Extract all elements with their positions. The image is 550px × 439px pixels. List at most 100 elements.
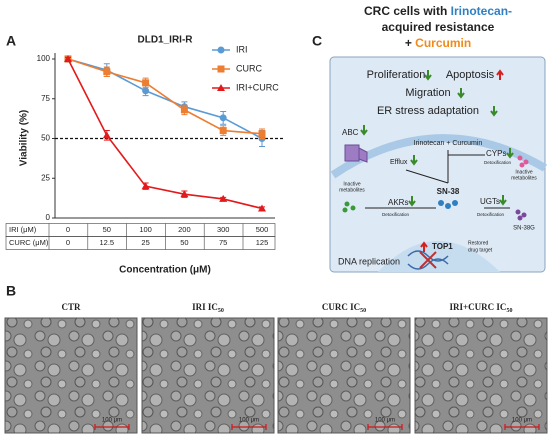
legend-label: IRI+CURC bbox=[236, 82, 279, 92]
marker bbox=[64, 55, 72, 62]
chart-title: DLD1_IRI-R bbox=[137, 35, 193, 46]
label: metabolites bbox=[339, 187, 365, 193]
pathway bbox=[405, 150, 485, 184]
x-axis-label: Concentration (μM) bbox=[119, 265, 211, 276]
y-axis-label: Viability (%) bbox=[19, 110, 30, 167]
y-tick-label: 100 bbox=[37, 54, 51, 63]
image-label: IRI IC50 bbox=[192, 302, 224, 314]
label: Migration bbox=[405, 87, 450, 99]
series-line bbox=[67, 58, 263, 140]
axes bbox=[54, 53, 275, 219]
label: IRI IC bbox=[192, 302, 218, 312]
x-tick-label: 200 bbox=[178, 225, 191, 234]
subscript: 50 bbox=[218, 308, 224, 314]
label: Detoxification bbox=[477, 212, 505, 217]
x-tick-label: 300 bbox=[217, 225, 230, 234]
label: Inactive bbox=[515, 169, 532, 175]
label: Efflux bbox=[390, 159, 408, 166]
y-tick-label: 75 bbox=[41, 94, 50, 103]
transporter bbox=[344, 144, 368, 163]
table-row bbox=[5, 236, 276, 250]
marker bbox=[258, 204, 266, 212]
label: drug target bbox=[468, 247, 493, 253]
scale-label: 100 μm bbox=[239, 418, 259, 424]
image-label: IRI+CURC IC50 bbox=[450, 302, 513, 314]
label: DNA replication bbox=[338, 256, 400, 266]
title-part: Irinotecan- bbox=[451, 4, 512, 18]
scale-label: 100 μm bbox=[375, 418, 395, 424]
label: TOP1 bbox=[432, 242, 453, 251]
title: CRC cells with Irinotecan- bbox=[364, 4, 512, 18]
label: Irinotecan + Curcumin bbox=[414, 140, 483, 147]
label: Restored bbox=[468, 240, 489, 246]
label: Detoxification bbox=[484, 160, 512, 165]
marker bbox=[102, 131, 111, 139]
label: ER stress adaptation bbox=[377, 105, 479, 117]
marker bbox=[258, 130, 266, 138]
label: SN-38 bbox=[437, 187, 460, 196]
marker bbox=[219, 114, 227, 122]
title: acquired resistance bbox=[382, 20, 495, 34]
x-tick-label: 12.5 bbox=[99, 238, 114, 247]
panel-letter: C bbox=[312, 33, 322, 49]
scale-label: 100 μm bbox=[102, 418, 122, 424]
marker bbox=[142, 79, 150, 87]
panel-a: A DLD1_IRI-R Viability (%) Concentration… bbox=[5, 33, 283, 276]
panel-letter: B bbox=[6, 283, 16, 299]
marker bbox=[217, 84, 225, 91]
subscript: 50 bbox=[506, 308, 512, 314]
marker bbox=[103, 68, 111, 76]
row-label: CURC (μM) bbox=[9, 238, 49, 247]
x-tick-label: 500 bbox=[256, 225, 269, 234]
x-tick-label: 100 bbox=[139, 225, 152, 234]
marker bbox=[217, 65, 225, 73]
micrograph bbox=[414, 317, 548, 434]
x-tick-label: 125 bbox=[256, 238, 269, 247]
title-part: CRC cells with bbox=[364, 4, 451, 18]
marker bbox=[180, 106, 188, 114]
marker bbox=[217, 46, 225, 54]
marker bbox=[219, 194, 228, 202]
subscript: 50 bbox=[360, 308, 366, 314]
label: Apoptosis bbox=[446, 69, 495, 81]
micrograph bbox=[141, 317, 275, 434]
x-tick-label: 0 bbox=[66, 225, 70, 234]
x-tick-label: 50 bbox=[103, 225, 111, 234]
series-line bbox=[67, 58, 263, 210]
micrograph bbox=[4, 317, 138, 434]
y-tick-label: 0 bbox=[46, 213, 51, 222]
image-label: CURC IC50 bbox=[322, 302, 366, 314]
legend-label: CURC bbox=[236, 63, 262, 73]
scale-label: 100 μm bbox=[512, 418, 532, 424]
x-tick-label: 50 bbox=[180, 238, 188, 247]
label: metabolites bbox=[511, 175, 537, 181]
marker bbox=[219, 127, 227, 135]
x-tick-label: 0 bbox=[66, 238, 70, 247]
label: CURC IC bbox=[322, 302, 360, 312]
image-label: CTR bbox=[61, 302, 81, 312]
marker bbox=[180, 190, 189, 198]
scale-bar bbox=[94, 424, 130, 430]
legend-label: IRI bbox=[236, 44, 248, 54]
x-tick-label: 75 bbox=[219, 238, 227, 247]
label: Proliferation bbox=[367, 69, 426, 81]
label: AKRs bbox=[388, 198, 408, 207]
label: CTR bbox=[61, 302, 81, 312]
panel-letter: A bbox=[6, 33, 16, 49]
title-part: + bbox=[405, 36, 415, 50]
row-label: IRI (μM) bbox=[9, 225, 37, 234]
panel-c: C CRC cells with Irinotecan- acquired re… bbox=[312, 4, 548, 273]
label: SN-38G bbox=[513, 226, 535, 232]
dna bbox=[407, 250, 449, 270]
cross bbox=[419, 251, 437, 269]
title: + Curcumin bbox=[405, 36, 471, 50]
y-tick-label: 50 bbox=[41, 134, 50, 143]
label: Detoxification bbox=[382, 212, 410, 217]
label: Inactive bbox=[343, 181, 360, 187]
marker bbox=[142, 87, 150, 95]
scale-bar bbox=[504, 424, 540, 430]
title-part: Curcumin bbox=[415, 36, 471, 50]
label: UGTs bbox=[480, 197, 500, 206]
